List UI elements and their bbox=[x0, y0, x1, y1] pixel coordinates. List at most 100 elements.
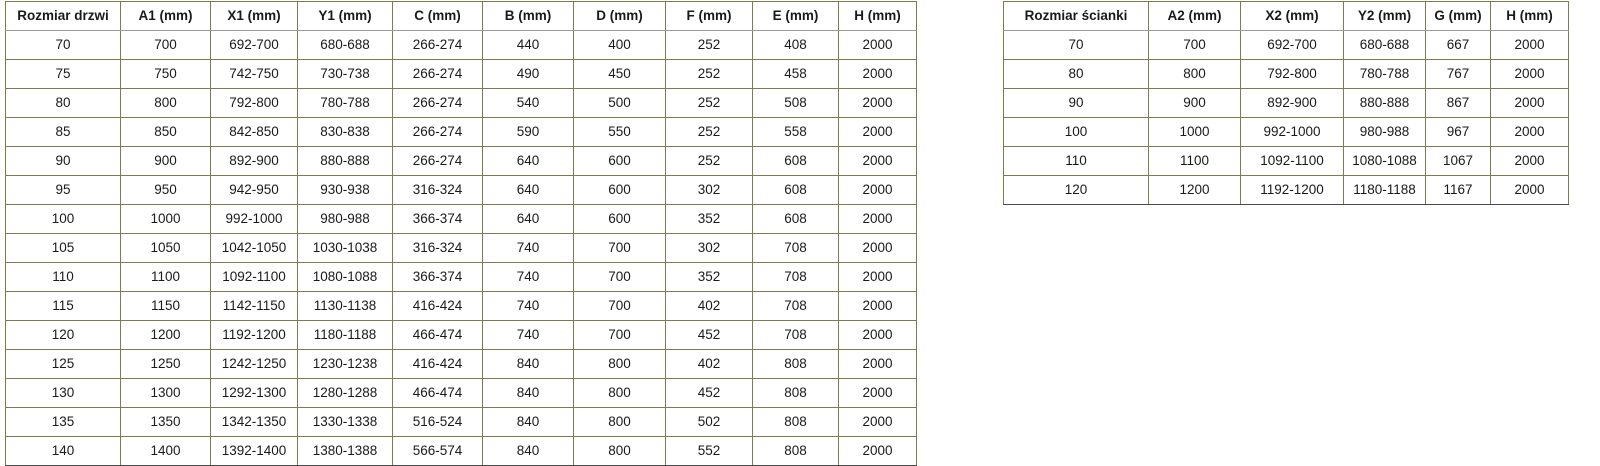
table-cell: 252 bbox=[665, 117, 753, 147]
table-cell: 840 bbox=[482, 407, 574, 437]
table-cell: 266-274 bbox=[392, 117, 483, 147]
column-header-3: X1 (mm) bbox=[210, 1, 298, 31]
table-cell: 566-574 bbox=[392, 436, 483, 466]
table-cell: 402 bbox=[665, 349, 753, 379]
column-header-3: X2 (mm) bbox=[1240, 1, 1344, 31]
table-row: 100 1000 992-1000 980-988 967 2000 bbox=[1003, 117, 1569, 147]
row-size-label: 70 bbox=[1003, 30, 1149, 60]
table-cell: 708 bbox=[752, 320, 839, 350]
table-cell: 800 bbox=[573, 378, 666, 408]
table-cell: 416-424 bbox=[392, 291, 483, 321]
table-row: 130 1300 1292-1300 1280-1288 466-474 840 800 45… bbox=[5, 378, 917, 408]
table-cell: 950 bbox=[120, 175, 211, 205]
table-cell: 508 bbox=[752, 88, 839, 118]
table-cell: 680-688 bbox=[1343, 30, 1426, 60]
table-cell: 608 bbox=[752, 146, 839, 176]
table-cell: 1192-1200 bbox=[1240, 175, 1344, 205]
table-cell: 640 bbox=[482, 204, 574, 234]
table-cell: 366-374 bbox=[392, 204, 483, 234]
column-header-6: H (mm) bbox=[1490, 1, 1569, 31]
table-cell: 416-424 bbox=[392, 349, 483, 379]
table-cell: 600 bbox=[573, 146, 666, 176]
table-cell: 252 bbox=[665, 146, 753, 176]
row-size-label: 85 bbox=[5, 117, 121, 147]
row-size-label: 100 bbox=[1003, 117, 1149, 147]
row-size-label: 120 bbox=[1003, 175, 1149, 205]
table-cell: 302 bbox=[665, 175, 753, 205]
table-cell: 2000 bbox=[1490, 117, 1569, 147]
table-cell: 708 bbox=[752, 233, 839, 263]
table-cell: 500 bbox=[573, 88, 666, 118]
wall-panel-size-table-header: Rozmiar ścianki A2 (mm) X2 (mm) Y2 (mm) G (m… bbox=[1003, 1, 1569, 31]
table-cell: 408 bbox=[752, 30, 839, 60]
table-cell: 352 bbox=[665, 262, 753, 292]
door-size-table-header: Rozmiar drzwi A1 (mm) X1 (mm) Y1 (mm) C (mm)… bbox=[5, 1, 917, 31]
table-cell: 930-938 bbox=[297, 175, 393, 205]
table-row: 115 1150 1142-1150 1130-1138 416-424 740 700 40… bbox=[5, 291, 917, 321]
table-cell: 2000 bbox=[838, 320, 917, 350]
table-cell: 680-688 bbox=[297, 30, 393, 60]
table-cell: 552 bbox=[665, 436, 753, 466]
table-cell: 1330-1338 bbox=[297, 407, 393, 437]
table-cell: 780-788 bbox=[297, 88, 393, 118]
table-cell: 708 bbox=[752, 262, 839, 292]
table-cell: 1042-1050 bbox=[210, 233, 298, 263]
column-header-4: Y1 (mm) bbox=[297, 1, 393, 31]
table-cell: 352 bbox=[665, 204, 753, 234]
table-cell: 700 bbox=[573, 291, 666, 321]
table-cell: 992-1000 bbox=[1240, 117, 1344, 147]
table-row: 70 700 692-700 680-688 266-274 440 400 252 408 20… bbox=[5, 30, 917, 60]
table-cell: 1142-1150 bbox=[210, 291, 298, 321]
table-cell: 1350 bbox=[120, 407, 211, 437]
table-cell: 2000 bbox=[838, 291, 917, 321]
table-cell: 992-1000 bbox=[210, 204, 298, 234]
table-cell: 2000 bbox=[838, 204, 917, 234]
table-cell: 1000 bbox=[1148, 117, 1241, 147]
table-cell: 740 bbox=[482, 291, 574, 321]
column-header-1: Rozmiar ścianki bbox=[1003, 1, 1149, 31]
table-cell: 1000 bbox=[120, 204, 211, 234]
table-cell: 2000 bbox=[838, 378, 917, 408]
table-cell: 792-800 bbox=[210, 88, 298, 118]
table-cell: 2000 bbox=[838, 233, 917, 263]
table-cell: 840 bbox=[482, 436, 574, 466]
table-cell: 590 bbox=[482, 117, 574, 147]
table-cell: 880-888 bbox=[1343, 88, 1426, 118]
table-cell: 490 bbox=[482, 59, 574, 89]
table-cell: 1080-1088 bbox=[297, 262, 393, 292]
table-cell: 2000 bbox=[838, 436, 917, 466]
table-row: 120 1200 1192-1200 1180-1188 1167 2000 bbox=[1003, 175, 1569, 205]
table-cell: 2000 bbox=[838, 30, 917, 60]
table-cell: 402 bbox=[665, 291, 753, 321]
table-row: 100 1000 992-1000 980-988 366-374 640 600 352 60… bbox=[5, 204, 917, 234]
table-cell: 608 bbox=[752, 204, 839, 234]
table-cell: 708 bbox=[752, 291, 839, 321]
table-cell: 466-474 bbox=[392, 320, 483, 350]
row-size-label: 120 bbox=[5, 320, 121, 350]
table-cell: 458 bbox=[752, 59, 839, 89]
table-row: 135 1350 1342-1350 1330-1338 516-524 840 800 50… bbox=[5, 407, 917, 437]
table-header-row: Rozmiar drzwi A1 (mm) X1 (mm) Y1 (mm) C (mm)… bbox=[5, 1, 917, 31]
table-cell: 830-838 bbox=[297, 117, 393, 147]
table-cell: 1030-1038 bbox=[297, 233, 393, 263]
table-cell: 808 bbox=[752, 436, 839, 466]
table-cell: 366-374 bbox=[392, 262, 483, 292]
table-cell: 730-738 bbox=[297, 59, 393, 89]
table-row: 70 700 692-700 680-688 667 2000 bbox=[1003, 30, 1569, 60]
column-header-6: B (mm) bbox=[482, 1, 574, 31]
table-cell: 792-800 bbox=[1240, 59, 1344, 89]
column-header-9: E (mm) bbox=[752, 1, 839, 31]
row-size-label: 90 bbox=[1003, 88, 1149, 118]
table-cell: 452 bbox=[665, 378, 753, 408]
table-header-row: Rozmiar ścianki A2 (mm) X2 (mm) Y2 (mm) G (m… bbox=[1003, 1, 1569, 31]
table-cell: 980-988 bbox=[1343, 117, 1426, 147]
column-header-2: A2 (mm) bbox=[1148, 1, 1241, 31]
table-row: 95 950 942-950 930-938 316-324 640 600 302 608 20… bbox=[5, 175, 917, 205]
table-cell: 316-324 bbox=[392, 175, 483, 205]
table-cell: 316-324 bbox=[392, 233, 483, 263]
table-cell: 2000 bbox=[1490, 146, 1569, 176]
table-cell: 502 bbox=[665, 407, 753, 437]
table-cell: 800 bbox=[573, 407, 666, 437]
table-cell: 1200 bbox=[1148, 175, 1241, 205]
